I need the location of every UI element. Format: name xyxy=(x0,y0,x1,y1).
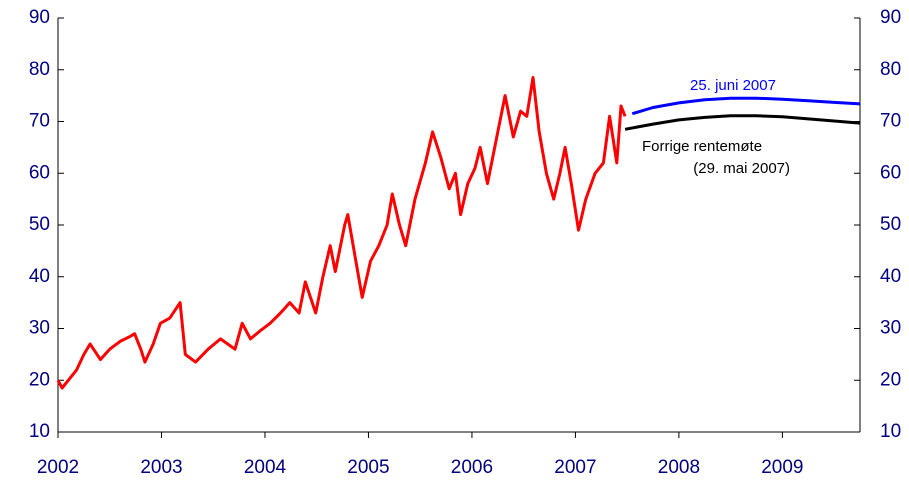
y-tick-label: 60 xyxy=(29,162,50,183)
y2-tick-label: 90 xyxy=(880,7,901,28)
series-line xyxy=(631,96,861,116)
y-tick-label: 90 xyxy=(29,7,50,28)
x-tick-label: 2008 xyxy=(658,457,700,478)
x-tick-label: 2002 xyxy=(37,457,79,478)
y2-tick-label: 40 xyxy=(880,266,901,287)
y2-tick-label: 60 xyxy=(880,162,901,183)
y2-tick-label: 30 xyxy=(880,318,901,339)
annotation: Forrige rentemøte xyxy=(642,138,762,155)
series-line xyxy=(624,114,861,131)
series-line xyxy=(56,76,627,390)
annotation: (29. mai 2007) xyxy=(693,160,790,177)
y-tick-label: 10 xyxy=(29,421,50,442)
y-tick-label: 20 xyxy=(29,369,50,390)
y-tick-label: 30 xyxy=(29,318,50,339)
x-tick-label: 2009 xyxy=(761,457,803,478)
y-tick-label: 40 xyxy=(29,266,50,287)
y-tick-label: 70 xyxy=(29,111,50,132)
x-tick-label: 2003 xyxy=(140,457,182,478)
y2-tick-label: 70 xyxy=(880,111,901,132)
x-tick-label: 2007 xyxy=(554,457,596,478)
annotation: 25. juni 2007 xyxy=(690,77,776,94)
y2-tick-label: 10 xyxy=(880,421,901,442)
y-tick-label: 80 xyxy=(29,59,50,80)
y2-tick-label: 50 xyxy=(880,214,901,235)
y2-tick-label: 80 xyxy=(880,59,901,80)
x-tick-label: 2004 xyxy=(244,457,287,478)
x-tick-label: 2005 xyxy=(347,457,389,478)
y-tick-label: 50 xyxy=(29,214,50,235)
x-tick-label: 2006 xyxy=(451,457,493,478)
y2-tick-label: 20 xyxy=(880,369,901,390)
